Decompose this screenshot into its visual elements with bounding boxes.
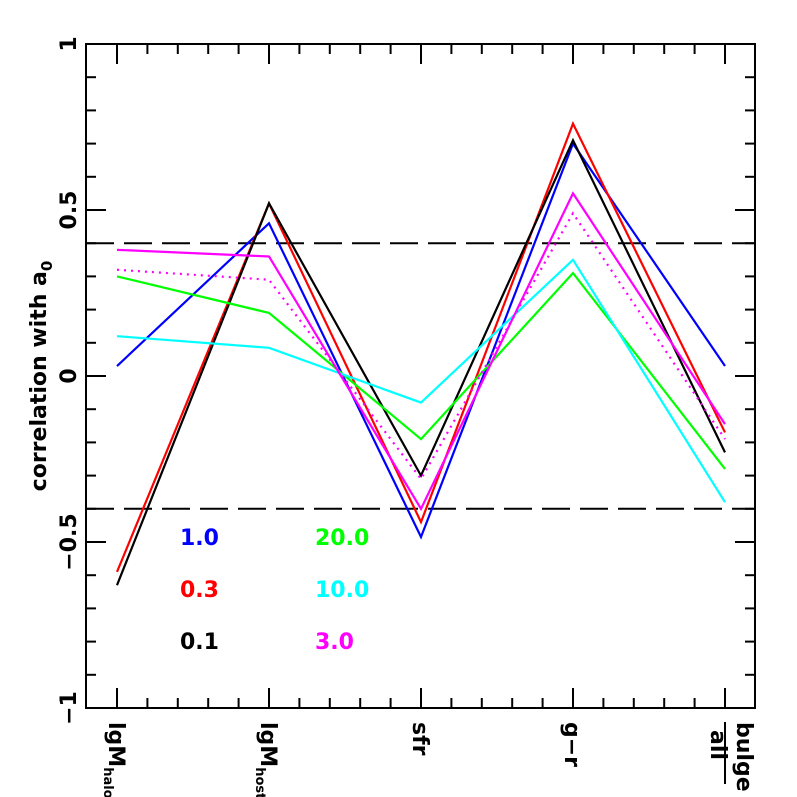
y-label-text: correlation with a [27, 271, 52, 491]
x-tick-subscript: halo [100, 767, 115, 797]
series-line [116, 191, 726, 512]
x-tick-label: lgMhost [252, 722, 280, 797]
series-line [115, 137, 726, 586]
series-line [116, 141, 726, 540]
x-tick-label-group: lgMhalo [100, 722, 128, 797]
x-tick-label-group: lgMhost [252, 722, 280, 797]
series-line [116, 258, 726, 503]
legend-label: 3.0 [315, 630, 354, 655]
x-tick-label-group: sfr [407, 722, 432, 756]
y-tick-label: −1 [57, 691, 82, 725]
legend-label: 10.0 [315, 578, 369, 603]
x-tick-main: lgM [103, 722, 128, 767]
plot-frame [85, 43, 756, 709]
y-tick-label: 0.5 [57, 191, 82, 230]
x-tick-subscript: host [252, 767, 267, 797]
x-tick-label: sfr [407, 722, 432, 756]
x-tick-main: lgM [255, 722, 280, 767]
y-tick-label: 1 [57, 36, 82, 51]
x-tick-label: g−r [559, 722, 584, 767]
x-tick-label-group: g−r [559, 722, 584, 767]
y-label-subscript: 0 [38, 261, 56, 271]
x-tick-label: bulge [731, 722, 756, 792]
x-tick-main: sfr [407, 722, 432, 756]
legend-label: 0.3 [180, 578, 219, 603]
x-tick-main: g−r [559, 722, 584, 767]
series-line [116, 211, 726, 481]
y-tick-label: 0 [57, 368, 82, 383]
y-axis-label: correlation with a0 [27, 261, 56, 492]
legend-label: 1.0 [180, 526, 219, 551]
y-tick-label: −0.5 [57, 513, 82, 570]
legend-label: 0.1 [180, 630, 219, 655]
legend-label: 20.0 [315, 526, 369, 551]
x-tick-label: lgMhalo [100, 722, 128, 797]
x-tick-denominator: all [705, 730, 730, 760]
series-line [116, 271, 726, 470]
series-line [115, 120, 726, 573]
